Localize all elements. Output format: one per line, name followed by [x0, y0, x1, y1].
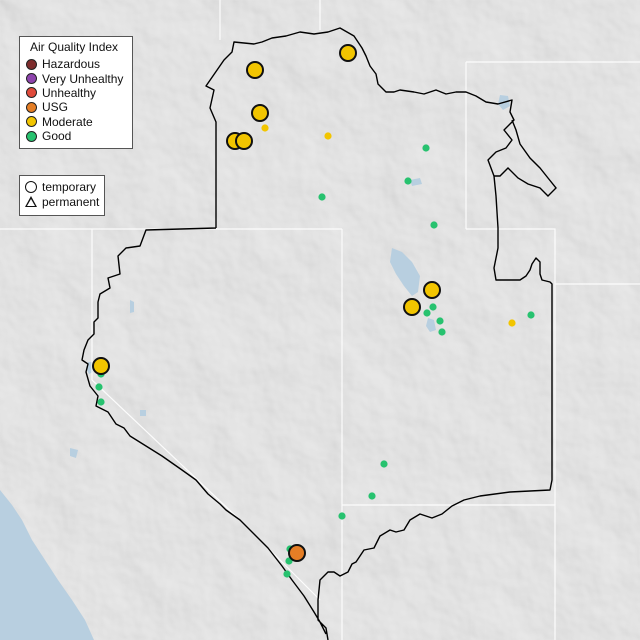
monitor-layer: [92, 44, 535, 578]
usg-swatch: [26, 101, 37, 113]
region-boundary-east-wedge: [494, 119, 557, 197]
temporary-monitor-marker[interactable]: [251, 104, 269, 122]
american-falls-reservoir: [410, 178, 422, 186]
legend-label-temporary: temporary: [42, 180, 97, 195]
legend-item-moderate: Moderate: [26, 115, 126, 129]
sensor-marker[interactable]: [318, 193, 326, 201]
salton-area-lake: [70, 448, 78, 458]
sensor-marker[interactable]: [338, 512, 346, 520]
legend-item-temporary: temporary: [25, 180, 99, 194]
sensor-marker[interactable]: [261, 124, 269, 132]
triangle-icon: [25, 196, 37, 208]
legend-item-very-unhealthy: Very Unhealthy: [26, 71, 126, 86]
circle-icon: [25, 181, 37, 194]
sensor-marker[interactable]: [438, 328, 446, 336]
legend-item-good: Good: [26, 129, 126, 143]
legend-item-unhealthy: Unhealthy: [26, 86, 126, 100]
sensor-marker[interactable]: [324, 132, 332, 140]
legend-item-hazardous: Hazardous: [26, 57, 126, 71]
legend-label-permanent: permanent: [42, 194, 100, 209]
sensor-marker[interactable]: [436, 317, 444, 325]
moderate-swatch: [26, 116, 37, 128]
sensor-marker[interactable]: [404, 177, 412, 185]
legend-label-very-unhealthy: Very Unhealthy: [42, 71, 124, 86]
temporary-monitor-marker[interactable]: [246, 61, 264, 79]
temporary-monitor-marker[interactable]: [235, 132, 253, 150]
legend-label-moderate: Moderate: [42, 114, 93, 129]
monitor-type-legend: temporary permanent: [19, 175, 105, 216]
aqi-legend: Air Quality Index Hazardous Very Unhealt…: [19, 36, 133, 149]
pyramid-lake: [130, 300, 134, 313]
legend-item-usg: USG: [26, 100, 126, 114]
legend-title: Air Quality Index: [30, 40, 119, 54]
sensor-marker[interactable]: [380, 460, 388, 468]
legend-label-good: Good: [42, 129, 72, 144]
very-unhealthy-swatch: [26, 73, 37, 85]
temporary-monitor-marker[interactable]: [288, 544, 306, 562]
sensor-marker[interactable]: [95, 383, 103, 391]
great-salt-lake: [390, 248, 420, 296]
sensor-marker[interactable]: [527, 311, 535, 319]
pacific-ocean: [0, 490, 94, 640]
legend-item-permanent: permanent: [25, 194, 100, 209]
temporary-monitor-marker[interactable]: [92, 357, 110, 375]
temporary-monitor-marker[interactable]: [423, 281, 441, 299]
sensor-marker[interactable]: [430, 221, 438, 229]
sensor-marker[interactable]: [368, 492, 376, 500]
sensor-marker[interactable]: [508, 319, 516, 327]
legend-label-usg: USG: [42, 100, 69, 115]
sensor-marker[interactable]: [429, 303, 437, 311]
region-boundary: [81, 27, 553, 640]
temporary-monitor-marker[interactable]: [339, 44, 357, 62]
unhealthy-swatch: [26, 87, 37, 99]
mono-lake: [140, 410, 146, 416]
utah-lake: [426, 318, 436, 332]
temporary-monitor-marker[interactable]: [403, 298, 421, 316]
sensor-marker[interactable]: [423, 309, 431, 317]
legend-label-hazardous: Hazardous: [42, 57, 101, 72]
good-swatch: [26, 130, 37, 142]
hazardous-swatch: [26, 58, 37, 70]
legend-label-unhealthy: Unhealthy: [42, 85, 97, 100]
sensor-marker[interactable]: [283, 570, 291, 578]
sensor-marker[interactable]: [422, 144, 430, 152]
sensor-marker[interactable]: [97, 398, 105, 406]
